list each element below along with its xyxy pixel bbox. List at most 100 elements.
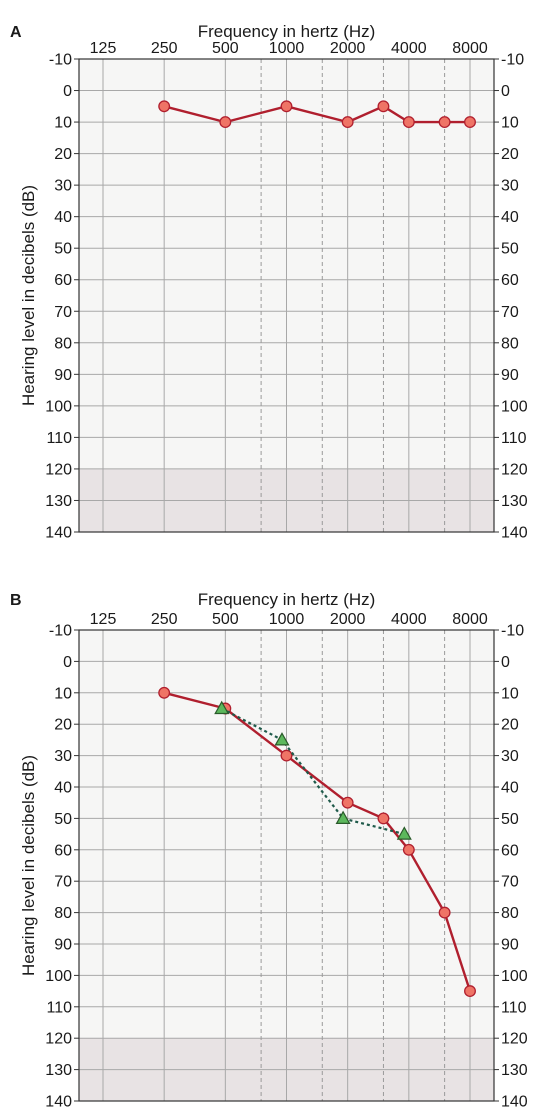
audiogram-panel-a: -10 -10 0 0 10 10 20 20 30 30 40 40 50 50 60 60 70 70 80 80… (10, 22, 528, 542)
y-tick-label-left: 130 (45, 1062, 72, 1079)
x-tick-label: 125 (90, 611, 117, 628)
y-tick-label-right: 30 (501, 748, 519, 765)
audiogram-panel-b: -10 -10 0 0 10 10 20 20 30 30 40 40 50 50 60 60 70 70 80 80… (10, 590, 528, 1111)
y-tick-label-right: 120 (501, 1031, 528, 1048)
y-tick-label-left: 80 (54, 905, 72, 922)
y-tick-label-left: 90 (54, 937, 72, 954)
x-tick-label: 250 (151, 40, 178, 57)
y-tick-label-left: 60 (54, 272, 72, 289)
y-tick-label-left: 0 (63, 654, 72, 671)
x-tick-label: 500 (212, 611, 239, 628)
y-tick-label-left: 70 (54, 304, 72, 321)
y-tick-label-right: 100 (501, 398, 528, 415)
x-tick-label: 8000 (452, 40, 488, 57)
y-tick-label-left: 10 (54, 115, 72, 132)
data-point-circle (341, 796, 354, 809)
data-point-circle (377, 100, 390, 113)
y-tick-label-left: 120 (45, 461, 72, 478)
y-tick-label-right: 80 (501, 335, 519, 352)
data-point-circle (464, 985, 476, 998)
y-tick-label-right: 30 (501, 178, 519, 195)
y-tick-label-right: 10 (501, 685, 519, 702)
y-tick-label-right: 140 (501, 1094, 528, 1111)
y-axis-label: Hearing level in decibels (dB) (19, 755, 38, 976)
x-tick-label: 4000 (391, 611, 427, 628)
y-tick-label-left: 130 (45, 493, 72, 510)
x-tick-label: 1000 (269, 40, 305, 57)
y-tick-label-left: 30 (54, 178, 72, 195)
x-tick-label: 1000 (269, 611, 305, 628)
data-point-circle (280, 100, 293, 113)
y-tick-label-right: 100 (501, 968, 528, 985)
y-tick-label-right: 50 (501, 241, 519, 258)
x-tick-label: 8000 (452, 611, 488, 628)
x-axis-title: Frequency in hertz (Hz) (198, 590, 376, 609)
y-tick-label-right: 40 (501, 780, 519, 797)
data-point-circle (464, 116, 476, 129)
y-tick-label-right: 80 (501, 905, 519, 922)
panel-label: B (10, 592, 22, 609)
y-tick-label-right: -10 (501, 623, 524, 640)
plot-frame (78, 629, 495, 1102)
data-point-circle (280, 749, 293, 762)
data-point-circle (158, 686, 171, 699)
y-tick-label-right: 50 (501, 811, 519, 828)
data-point-triangle (214, 700, 230, 715)
x-tick-label: 500 (212, 40, 239, 57)
data-point-circle (438, 906, 451, 919)
y-tick-label-left: -10 (49, 52, 72, 69)
data-point-circle (377, 812, 390, 825)
y-tick-label-left: 100 (45, 398, 72, 415)
y-tick-label-left: 140 (45, 1094, 72, 1111)
y-tick-label-right: 20 (501, 146, 519, 163)
data-point-circle (402, 843, 415, 856)
series-line-triangles (221, 707, 405, 836)
y-tick-label-left: 120 (45, 1031, 72, 1048)
y-tick-label-left: 0 (63, 83, 72, 100)
y-tick-label-left: 90 (54, 367, 72, 384)
y-tick-label-right: 0 (501, 654, 510, 671)
data-point-circle (402, 116, 415, 129)
y-tick-label-right: 70 (501, 874, 519, 891)
plot-frame (78, 58, 495, 533)
y-tick-label-left: 60 (54, 842, 72, 859)
data-point-circle (341, 116, 354, 129)
y-tick-label-right: 10 (501, 115, 519, 132)
data-point-circle (438, 116, 451, 129)
y-tick-label-left: 70 (54, 874, 72, 891)
y-tick-label-right: -10 (501, 52, 524, 69)
y-tick-label-right: 70 (501, 304, 519, 321)
data-point-circle (219, 116, 232, 129)
y-tick-label-left: 50 (54, 811, 72, 828)
y-tick-label-right: 110 (501, 430, 527, 447)
x-tick-label: 125 (90, 40, 117, 57)
y-tick-label-right: 60 (501, 842, 519, 859)
y-tick-label-left: 30 (54, 748, 72, 765)
y-tick-label-right: 130 (501, 1062, 528, 1079)
y-tick-label-right: 90 (501, 937, 519, 954)
x-tick-label: 250 (151, 611, 178, 628)
y-tick-label-left: 20 (54, 146, 72, 163)
y-tick-label-left: 20 (54, 717, 72, 734)
y-tick-label-left: 110 (46, 430, 72, 447)
y-tick-label-right: 130 (501, 493, 528, 510)
y-tick-label-left: 140 (45, 525, 72, 542)
data-point-circle (158, 100, 171, 113)
x-axis-title: Frequency in hertz (Hz) (198, 22, 376, 41)
panel-label: A (10, 24, 22, 41)
series-line-circles (163, 691, 472, 992)
y-tick-label-right: 120 (501, 461, 528, 478)
y-axis-label: Hearing level in decibels (dB) (19, 185, 38, 406)
y-tick-label-right: 40 (501, 209, 519, 226)
data-point-triangle (274, 732, 290, 746)
series-line-circles (163, 105, 470, 124)
y-tick-label-left: 50 (54, 241, 72, 258)
y-tick-label-left: -10 (49, 623, 72, 640)
y-tick-label-left: 40 (54, 780, 72, 797)
y-tick-label-right: 20 (501, 717, 519, 734)
y-tick-label-right: 110 (501, 999, 527, 1016)
y-tick-label-right: 90 (501, 367, 519, 384)
x-tick-label: 2000 (330, 40, 366, 57)
data-point-triangle (335, 810, 351, 825)
